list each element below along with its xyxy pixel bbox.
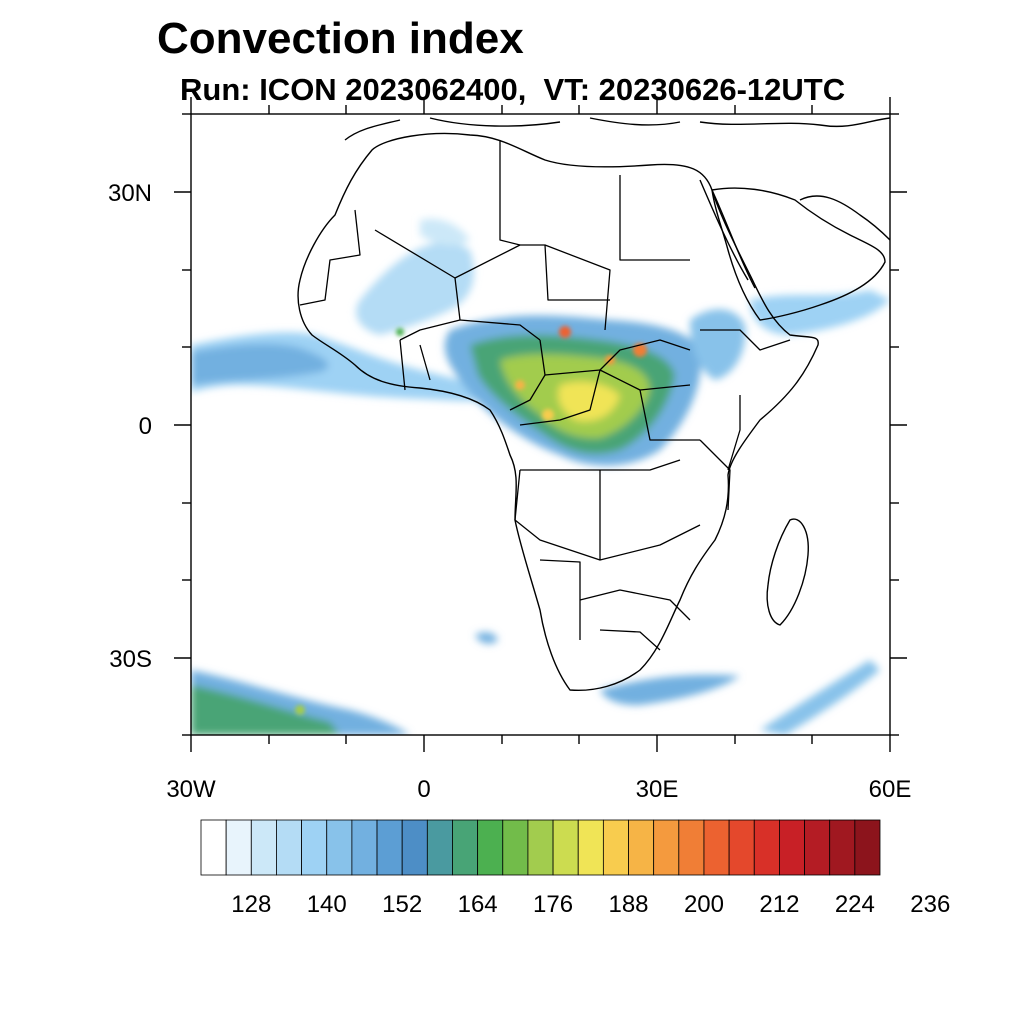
colorbar-swatch [276,819,302,876]
colorbar-tick-label: 188 [608,891,648,918]
colorbar-swatch [703,819,730,876]
colorbar-swatch [602,819,629,876]
map-frame [174,97,907,752]
colorbar-swatch [477,819,504,876]
colorbar-swatch [301,819,328,876]
country-borders [299,140,791,651]
map-plot-area [191,114,890,735]
colorbar-swatch [753,819,780,876]
convection-field [191,218,890,735]
lon-label-0: 0 [417,776,430,803]
lon-label-30e: 30E [636,776,679,803]
colorbar-swatch [678,819,705,876]
colorbar-tick-label: 200 [684,891,724,918]
colorbar-swatch [854,819,881,876]
colorbar-swatch [653,819,680,876]
lat-label-0: 0 [139,413,152,440]
colorbar-swatch [552,819,579,876]
lat-label-30s: 30S [109,646,152,673]
colorbar-tick-label: 164 [458,891,498,918]
colorbar-swatch [351,819,378,876]
colorbar-swatch [527,819,554,876]
colorbar-swatch [250,819,277,876]
colorbar-tick-label: 176 [533,891,573,918]
colorbar-swatch [577,819,604,876]
chart-subtitle: Run: ICON 2023062400, VT: 20230626-12UTC [180,72,846,107]
colorbar-swatch [376,819,403,876]
colorbar-tick-label: 128 [231,891,271,918]
colorbar-swatch [628,819,655,876]
colorbar-swatch [401,819,428,876]
lon-label-60e: 60E [869,776,912,803]
colorbar-swatch [225,819,252,876]
colorbar-tick-label: 140 [307,891,347,918]
colorbar-swatch [779,819,805,876]
colorbar-swatch [326,819,353,876]
colorbar-swatch [502,819,529,876]
colorbar-tick-label: 236 [910,891,950,918]
colorbar-swatch [452,819,479,876]
lon-label-30w: 30W [166,776,216,803]
colorbar: 128 140 152 164 176 188 200 212 224 236 [200,819,950,918]
colorbar-swatch [426,819,453,876]
coastlines [297,117,890,692]
colorbar-tick-label: 212 [759,891,799,918]
colorbar-swatch [728,819,755,876]
colorbar-tick-label: 224 [835,891,875,918]
colorbar-swatch [829,819,856,876]
colorbar-tick-label: 152 [382,891,422,918]
chart-title: Convection index [157,14,524,63]
colorbar-swatch [804,819,831,876]
colorbar-swatch [200,819,227,876]
lat-label-30n: 30N [108,180,152,207]
